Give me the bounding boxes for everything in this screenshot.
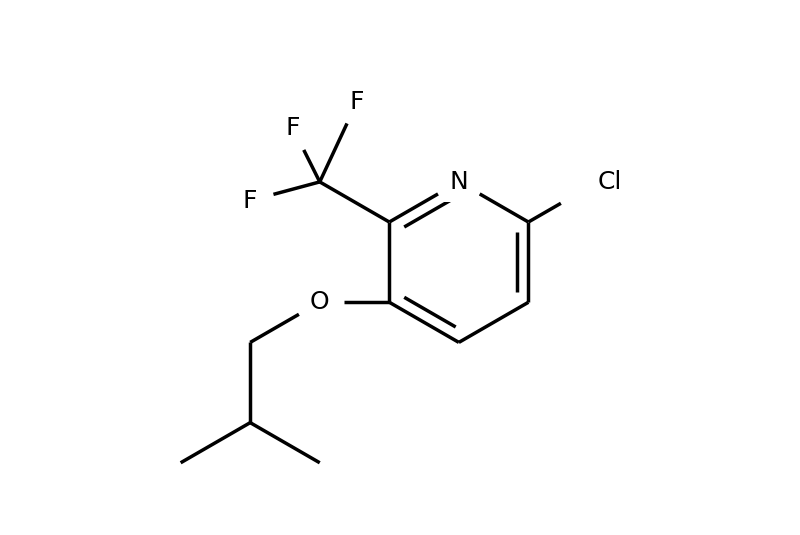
- FancyBboxPatch shape: [230, 181, 270, 220]
- FancyBboxPatch shape: [438, 162, 479, 202]
- Text: F: F: [243, 189, 258, 212]
- FancyBboxPatch shape: [300, 282, 340, 322]
- Text: F: F: [350, 90, 365, 113]
- FancyBboxPatch shape: [273, 108, 313, 148]
- Text: Cl: Cl: [598, 170, 622, 194]
- Text: N: N: [450, 170, 468, 194]
- Text: O: O: [310, 291, 330, 314]
- FancyBboxPatch shape: [590, 162, 665, 202]
- FancyBboxPatch shape: [337, 81, 378, 121]
- Text: F: F: [286, 117, 300, 140]
